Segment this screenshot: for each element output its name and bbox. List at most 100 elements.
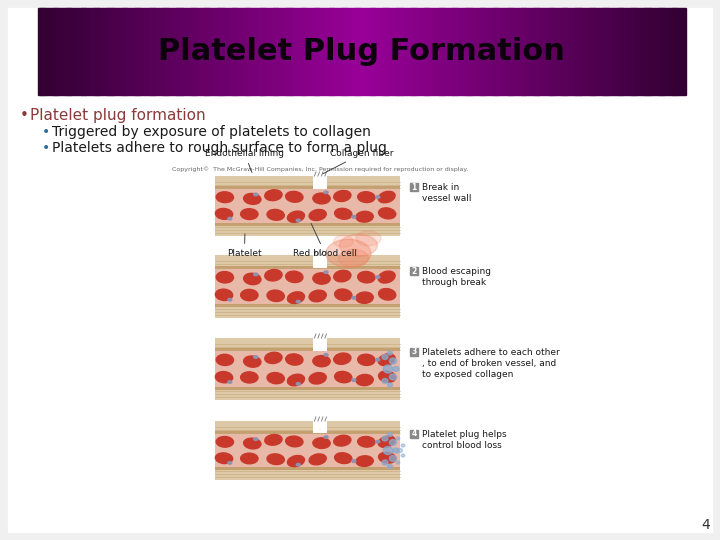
- Bar: [195, 8, 198, 95]
- Bar: [258, 8, 261, 95]
- Bar: [342, 8, 345, 95]
- Bar: [543, 8, 545, 95]
- Text: Endothelial lining: Endothelial lining: [205, 149, 284, 172]
- Ellipse shape: [267, 210, 284, 220]
- Bar: [199, 8, 202, 95]
- Bar: [215, 266, 400, 268]
- Bar: [279, 8, 282, 95]
- Bar: [318, 8, 321, 95]
- Bar: [223, 8, 226, 95]
- Bar: [313, 418, 328, 433]
- Bar: [114, 8, 116, 95]
- Bar: [433, 8, 436, 95]
- Bar: [493, 8, 495, 95]
- Ellipse shape: [215, 208, 233, 219]
- Bar: [71, 8, 73, 95]
- Bar: [627, 8, 629, 95]
- Bar: [178, 8, 181, 95]
- Ellipse shape: [286, 271, 303, 282]
- Bar: [562, 8, 564, 95]
- Bar: [606, 8, 608, 95]
- Ellipse shape: [387, 464, 392, 469]
- Ellipse shape: [313, 193, 330, 204]
- Bar: [204, 8, 207, 95]
- Bar: [437, 8, 440, 95]
- Ellipse shape: [228, 217, 232, 220]
- Bar: [571, 8, 573, 95]
- Bar: [49, 8, 51, 95]
- Text: Platelets adhere to each other
, to end of broken vessel, and
to exposed collage: Platelets adhere to each other , to end …: [422, 348, 559, 379]
- Ellipse shape: [335, 372, 352, 383]
- Bar: [215, 433, 400, 468]
- Ellipse shape: [216, 436, 233, 447]
- Ellipse shape: [352, 215, 356, 218]
- Ellipse shape: [393, 367, 399, 372]
- Bar: [131, 8, 133, 95]
- Text: 2: 2: [411, 267, 417, 275]
- Bar: [253, 8, 256, 95]
- Bar: [109, 8, 112, 95]
- Text: Platelet plug formation: Platelet plug formation: [30, 108, 206, 123]
- Bar: [364, 8, 366, 95]
- Bar: [639, 8, 642, 95]
- Ellipse shape: [309, 454, 326, 465]
- Bar: [221, 8, 224, 95]
- Bar: [435, 8, 438, 95]
- Bar: [294, 8, 297, 95]
- Bar: [577, 8, 580, 95]
- Bar: [431, 8, 433, 95]
- Bar: [517, 8, 519, 95]
- Ellipse shape: [265, 269, 282, 281]
- Bar: [125, 8, 127, 95]
- Text: Break in
vessel wall: Break in vessel wall: [422, 183, 472, 203]
- Bar: [680, 8, 683, 95]
- Bar: [103, 8, 105, 95]
- Ellipse shape: [383, 447, 393, 455]
- Bar: [144, 8, 146, 95]
- Bar: [379, 8, 382, 95]
- Bar: [299, 8, 302, 95]
- Ellipse shape: [378, 271, 395, 283]
- Bar: [564, 8, 567, 95]
- Bar: [456, 8, 459, 95]
- Bar: [642, 8, 644, 95]
- Bar: [256, 8, 258, 95]
- Bar: [394, 8, 397, 95]
- Ellipse shape: [216, 272, 233, 283]
- Bar: [515, 8, 517, 95]
- Bar: [81, 8, 84, 95]
- Bar: [79, 8, 81, 95]
- Bar: [284, 8, 287, 95]
- Bar: [541, 8, 543, 95]
- Bar: [674, 8, 677, 95]
- Bar: [508, 8, 510, 95]
- Bar: [66, 8, 68, 95]
- Ellipse shape: [265, 435, 282, 445]
- Bar: [180, 8, 183, 95]
- Ellipse shape: [390, 456, 397, 462]
- Bar: [249, 8, 252, 95]
- Ellipse shape: [382, 436, 388, 441]
- Ellipse shape: [356, 211, 373, 222]
- Bar: [116, 8, 118, 95]
- Bar: [441, 8, 444, 95]
- Bar: [153, 8, 155, 95]
- Bar: [513, 8, 515, 95]
- Bar: [532, 8, 534, 95]
- Bar: [582, 8, 584, 95]
- Bar: [558, 8, 560, 95]
- Bar: [595, 8, 597, 95]
- Ellipse shape: [333, 435, 351, 446]
- Bar: [303, 8, 306, 95]
- Bar: [243, 8, 246, 95]
- Bar: [398, 8, 401, 95]
- Bar: [86, 8, 88, 95]
- Ellipse shape: [358, 192, 375, 202]
- Bar: [599, 8, 601, 95]
- Ellipse shape: [352, 460, 356, 462]
- Bar: [554, 8, 556, 95]
- Bar: [374, 8, 377, 95]
- Ellipse shape: [387, 351, 392, 355]
- Ellipse shape: [356, 374, 373, 386]
- Bar: [329, 8, 332, 95]
